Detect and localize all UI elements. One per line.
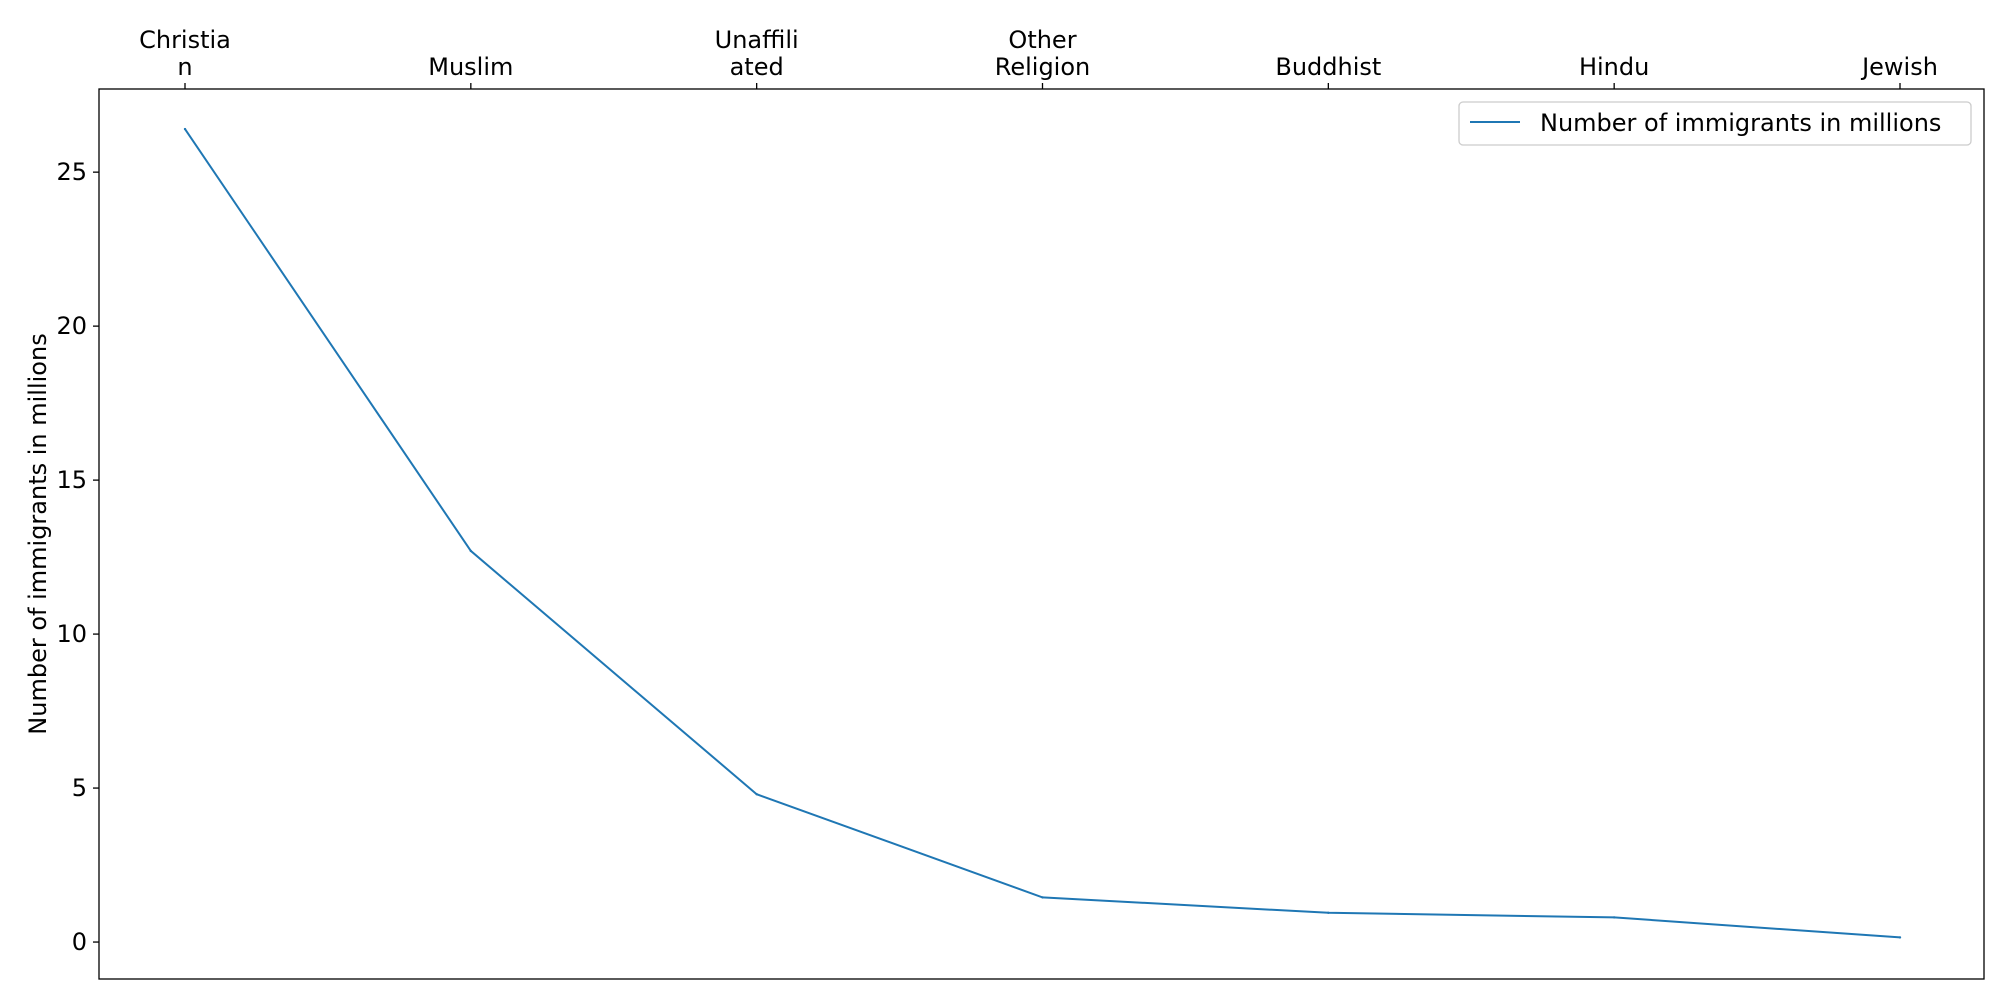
y-tick-label: 10 [56,620,87,648]
data-point [1041,896,1044,899]
x-tick-label: Unaffili ated [715,26,799,81]
y-axis-left: 0 5 10 15 20 25 [56,158,99,956]
x-tick-label: Christia n [139,26,231,81]
x-tick-label-line: Jewish [1860,53,1938,81]
data-point [1327,911,1330,914]
x-tick-label-line: Muslim [428,53,513,81]
x-tick-label: Buddhist [1275,53,1381,81]
series-layer [183,127,1902,939]
x-tick-label-line: Other [1008,26,1076,54]
data-point [755,793,758,796]
data-point [1898,936,1902,939]
x-tick-label-line: Christia [139,26,231,54]
x-tick-label-line: n [177,53,192,81]
data-point [469,549,473,553]
y-tick-label: 5 [72,774,87,802]
plot-area [98,88,1985,980]
legend-box [1458,101,1972,146]
x-tick-label-line: ated [730,53,784,81]
x-tick-label: Other Religion [995,26,1091,81]
x-tick-label: Jewish [1860,53,1938,81]
x-tick-label-line: Religion [995,53,1091,81]
x-tick-label-line: Buddhist [1275,53,1381,81]
x-axis-top: Christia n Muslim Unaffili ated Other Religion… [139,26,1938,89]
data-point [1612,916,1616,919]
legend-label: Number of immigrants in millions [1540,109,1941,137]
x-tick-label: Muslim [428,53,513,81]
y-tick-label: 0 [72,928,87,956]
x-tick-label: Hindu [1579,53,1649,81]
y-tick-label: 25 [56,158,87,186]
x-tick-label-line: Unaffili [715,26,799,54]
data-point [183,127,187,131]
y-tick-label: 15 [56,466,87,494]
legend: Number of immigrants in millions [1458,101,1972,146]
x-tick-label-line: Hindu [1579,53,1649,81]
y-axis-title: Number of immigrants in millions [24,333,52,734]
y-tick-label: 20 [56,312,87,340]
